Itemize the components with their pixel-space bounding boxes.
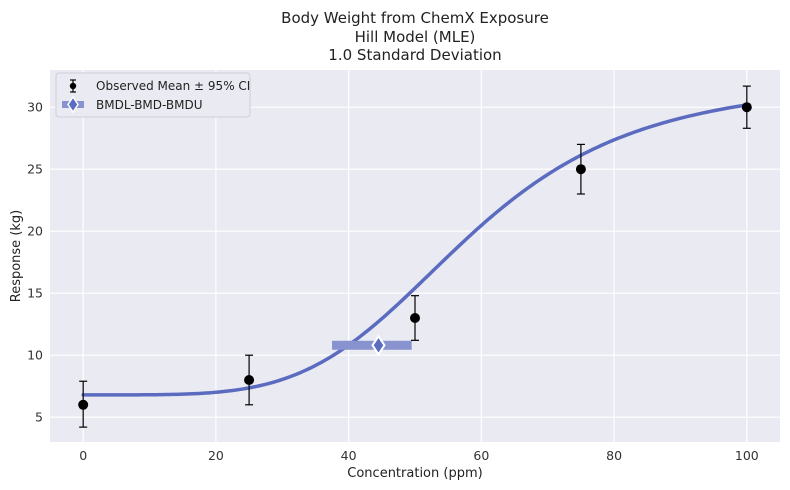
data-point — [78, 399, 89, 410]
legend-bmd-label: BMDL-BMD-BMDU — [96, 98, 203, 112]
x-tick-label: 40 — [341, 448, 357, 463]
data-point — [741, 102, 752, 113]
x-tick-label: 0 — [79, 448, 87, 463]
y-tick-label: 15 — [27, 286, 43, 301]
legend-box — [55, 72, 251, 118]
data-point — [410, 313, 420, 323]
data-point — [244, 375, 255, 385]
x-tick-label: 100 — [735, 448, 759, 463]
x-tick-label: 80 — [606, 448, 622, 463]
y-tick-label: 10 — [27, 348, 43, 363]
axis-ticks: 0 20 40 60 80 100 5 10 15 20 25 30 — [27, 100, 759, 463]
x-tick-label: 20 — [208, 448, 224, 463]
fit-curve — [81, 103, 749, 397]
legend: Observed Mean ± 95% CI BMDL-BMD-BMDU — [55, 72, 251, 118]
chart-title-line-1: Body Weight from ChemX Exposure — [281, 9, 549, 27]
chart-marks — [78, 85, 752, 428]
legend-bmd-marker — [62, 95, 84, 114]
data-point — [575, 164, 586, 175]
chart-title-line-3: 1.0 Standard Deviation — [328, 46, 501, 64]
x-axis-label: Concentration (ppm) — [347, 466, 482, 481]
legend-observed-label: Observed Mean ± 95% CI — [96, 79, 250, 93]
chart-title-line-2: Hill Model (MLE) — [355, 28, 476, 46]
plot-area — [50, 70, 780, 442]
y-tick-label: 5 — [35, 410, 43, 425]
y-tick-label: 30 — [27, 100, 43, 115]
legend-observed-marker — [69, 79, 77, 93]
x-tick-label: 60 — [473, 448, 489, 463]
y-axis-label: Response (kg) — [9, 210, 24, 303]
y-tick-label: 25 — [27, 162, 43, 177]
y-tick-label: 20 — [27, 224, 43, 239]
bmd-marker — [371, 334, 386, 357]
